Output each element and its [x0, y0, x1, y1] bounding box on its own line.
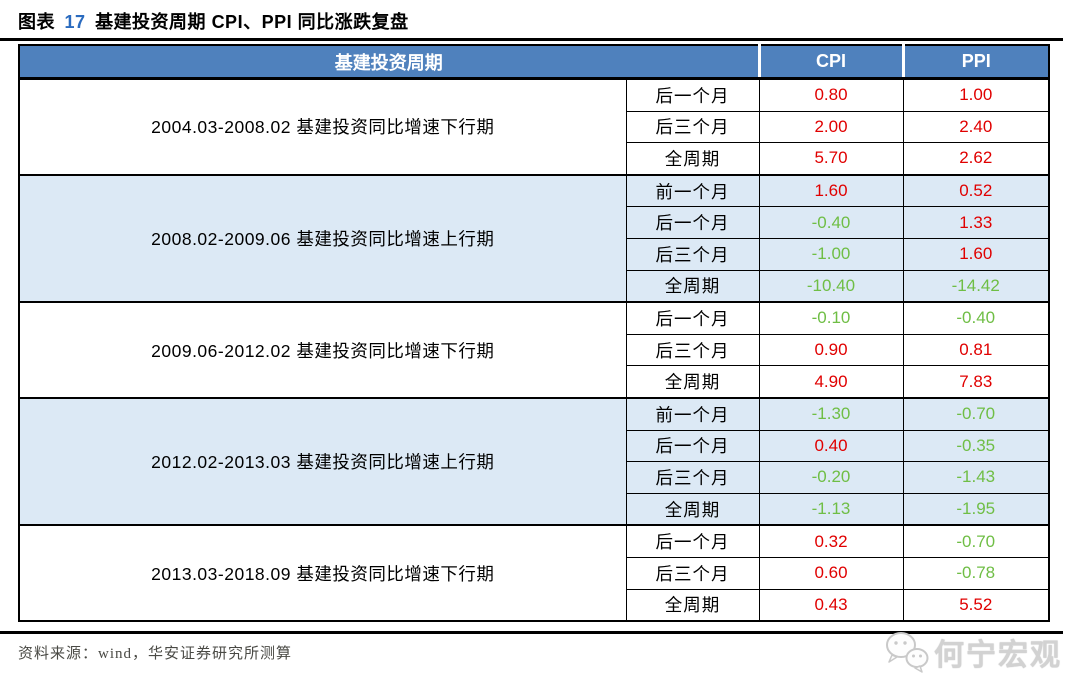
cpi-value-cell: 0.32 [758, 524, 904, 558]
cpi-value-cell: 0.40 [758, 429, 904, 463]
cpi-value-cell: 0.60 [758, 556, 904, 590]
indicator-cell: 全周期 [625, 142, 760, 176]
table-row: 全周期 0.43 5.52 [19, 588, 1050, 622]
indicator-cell: 全周期 [625, 492, 760, 526]
ppi-value-cell: -1.43 [902, 461, 1050, 494]
indicator-cell: 后一个月 [625, 206, 760, 239]
cpi-value-cell: 0.80 [758, 77, 904, 112]
indicator-cell: 后一个月 [625, 429, 760, 463]
table-row: 全周期 -1.13 -1.95 [19, 492, 1050, 526]
watermark-text: 何宁宏观 [934, 639, 1062, 672]
cpi-value-cell: 0.90 [758, 333, 904, 367]
indicator-cell: 后三个月 [625, 556, 760, 590]
watermark: 何宁宏观 [884, 630, 1062, 674]
table-row: 后三个月 -0.20 -1.43 [19, 461, 1050, 494]
ppi-value-cell: 7.83 [902, 365, 1050, 399]
ppi-value-cell: 1.60 [902, 237, 1050, 271]
cpi-value-cell: 4.90 [758, 365, 904, 399]
figure-title-text: 基建投资周期 CPI、PPI 同比涨跌复盘 [95, 12, 409, 32]
cpi-value-cell: -1.00 [758, 237, 904, 271]
figure-title-prefix: 图表 [18, 12, 55, 32]
table-row: 后三个月 -1.00 1.60 [19, 237, 1050, 271]
period-cell: 2008.02-2009.06 基建投资同比增速上行期 [18, 173, 627, 303]
header-cell-period: 基建投资周期 [19, 44, 759, 80]
indicator-cell: 后三个月 [625, 110, 760, 144]
indicator-cell: 全周期 [625, 588, 760, 622]
cpi-value-cell: 5.70 [758, 142, 904, 176]
indicator-cell: 前一个月 [625, 173, 760, 208]
table-row: 后三个月 2.00 2.40 [19, 110, 1050, 144]
ppi-value-cell: 0.81 [902, 333, 1050, 367]
ppi-value-cell: -1.95 [902, 492, 1050, 526]
table-row: 后一个月 0.40 -0.35 [19, 429, 1050, 463]
ppi-value-cell: -0.70 [902, 524, 1050, 558]
figure-number: 17 [64, 12, 86, 32]
ppi-value-cell: -0.35 [902, 429, 1050, 463]
indicator-cell: 后一个月 [625, 524, 760, 558]
wechat-icon [886, 632, 929, 673]
top-rule [0, 38, 1063, 41]
period-cell: 2013.03-2018.09 基建投资同比增速下行期 [18, 524, 627, 622]
cpi-value-cell: 1.60 [758, 173, 904, 208]
indicator-cell: 后三个月 [625, 237, 760, 271]
header-cell-cpi: CPI [757, 44, 903, 80]
indicator-cell: 后三个月 [625, 333, 760, 367]
table-row: 全周期 5.70 2.62 [19, 142, 1050, 176]
table-row: 2004.03-2008.02 基建投资同比增速下行期 后一个月 0.80 1.00 [18, 77, 1050, 176]
table-row: 2012.02-2013.03 基建投资同比增速上行期 前一个月 -1.30 -0.7… [18, 396, 1050, 526]
cpi-value-cell: -0.10 [758, 301, 904, 335]
table-row: 全周期 -10.40 -14.42 [19, 269, 1050, 303]
table-row: 2013.03-2018.09 基建投资同比增速下行期 后一个月 0.32 -0.70 [18, 524, 1050, 622]
ppi-value-cell: 2.62 [902, 142, 1050, 176]
cpi-value-cell: -1.30 [758, 396, 904, 431]
cpi-value-cell: -1.13 [758, 492, 904, 526]
table-row: 全周期 4.90 7.83 [19, 365, 1050, 399]
cpi-value-cell: 2.00 [758, 110, 904, 144]
ppi-value-cell: -14.42 [902, 269, 1050, 303]
source-note: 资料来源：wind，华安证券研究所测算 [18, 646, 293, 662]
period-cell: 2012.02-2013.03 基建投资同比增速上行期 [18, 396, 627, 526]
period-cell: 2009.06-2012.02 基建投资同比增速下行期 [18, 301, 627, 399]
cpi-value-cell: -0.40 [758, 206, 904, 239]
ppi-value-cell: -0.40 [902, 301, 1050, 335]
indicator-cell: 后一个月 [625, 77, 760, 112]
ppi-value-cell: -0.70 [902, 396, 1050, 431]
ppi-value-cell: -0.78 [902, 556, 1050, 590]
indicator-cell: 全周期 [625, 269, 760, 303]
header-cell-ppi: PPI [901, 44, 1049, 80]
ppi-value-cell: 0.52 [902, 173, 1050, 208]
ppi-value-cell: 2.40 [902, 110, 1050, 144]
indicator-cell: 前一个月 [625, 396, 760, 431]
indicator-cell: 后三个月 [625, 461, 760, 494]
indicator-cell: 全周期 [625, 365, 760, 399]
figure-title: 图表 17 基建投资周期 CPI、PPI 同比涨跌复盘 [18, 8, 409, 34]
ppi-value-cell: 1.33 [902, 206, 1050, 239]
ppi-value-cell: 5.52 [902, 588, 1050, 622]
table-header-row: 基建投资周期 CPI PPI [19, 44, 1049, 80]
table-row: 2009.06-2012.02 基建投资同比增速下行期 后一个月 -0.10 -0.4… [18, 301, 1050, 399]
table-row: 后三个月 0.60 -0.78 [19, 556, 1050, 590]
table-row: 2008.02-2009.06 基建投资同比增速上行期 前一个月 1.60 0.52 [18, 173, 1050, 303]
cpi-ppi-review-table: 基建投资周期 CPI PPI 2004.03-2008.02 基建投资同比增速下… [18, 44, 1050, 623]
cpi-value-cell: 0.43 [758, 588, 904, 622]
table-row: 后一个月 -0.40 1.33 [19, 206, 1050, 239]
period-cell: 2004.03-2008.02 基建投资同比增速下行期 [18, 77, 627, 176]
bottom-rule [0, 631, 1063, 634]
cpi-value-cell: -0.20 [758, 461, 904, 494]
ppi-value-cell: 1.00 [902, 77, 1050, 112]
indicator-cell: 后一个月 [625, 301, 760, 335]
cpi-value-cell: -10.40 [758, 269, 904, 303]
